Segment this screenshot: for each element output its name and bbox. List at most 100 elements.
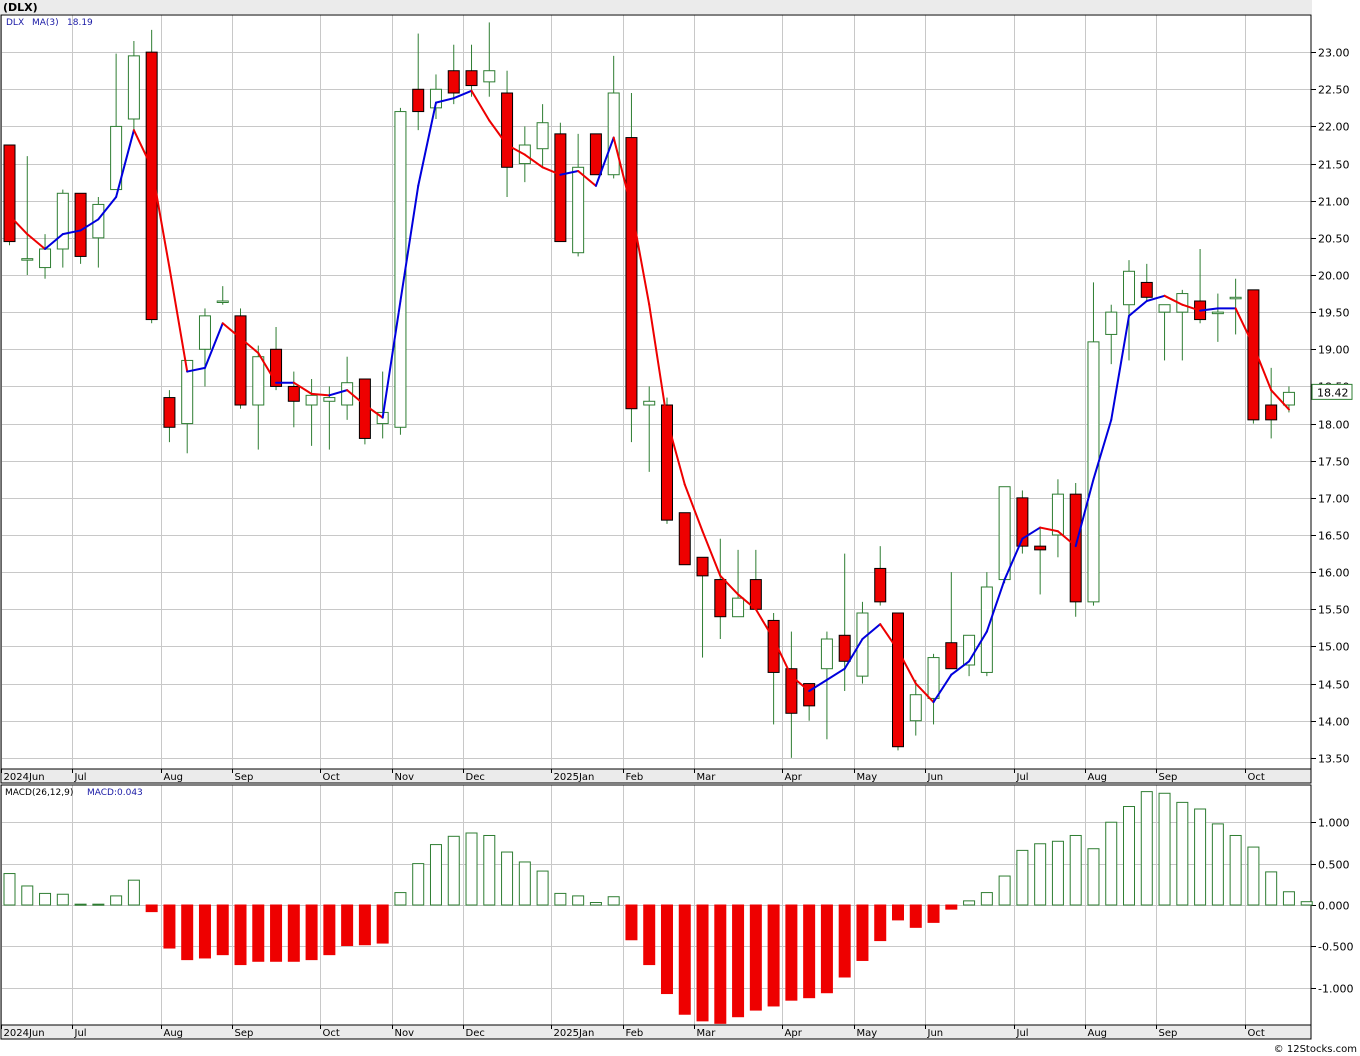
macd-bar-positive bbox=[1034, 843, 1047, 906]
macd-y-axis: 1.000 0.500 0.000 -0.500 -1.000 bbox=[1311, 817, 1353, 996]
candle-up bbox=[305, 394, 318, 406]
ma3-segment bbox=[914, 682, 935, 704]
macd-bar-positive bbox=[980, 892, 993, 906]
macd-bar-positive bbox=[110, 895, 123, 906]
candle-down bbox=[1247, 289, 1260, 421]
candle-up bbox=[1229, 296, 1242, 300]
candle-down bbox=[678, 512, 691, 566]
ma3-segment bbox=[1252, 344, 1273, 392]
candle-down bbox=[501, 92, 514, 168]
candle-down bbox=[1034, 545, 1047, 551]
candle-up bbox=[39, 248, 52, 269]
ma3-segment bbox=[897, 649, 917, 685]
price-x-band bbox=[0, 768, 1312, 784]
ma3-segment bbox=[1021, 526, 1042, 540]
ma3-segment bbox=[1110, 314, 1131, 421]
macd-ytick-label: -0.500 bbox=[1318, 941, 1353, 954]
macd-bar-positive bbox=[963, 900, 976, 906]
ma3-segment bbox=[506, 144, 526, 156]
macd-bar-positive bbox=[1282, 891, 1295, 906]
macd-bar-positive bbox=[1211, 823, 1224, 906]
last-price-tag bbox=[1311, 383, 1353, 400]
candle-up bbox=[1105, 311, 1118, 335]
macd-bar-negative bbox=[252, 904, 265, 962]
ma3-segment bbox=[577, 170, 597, 187]
candle-down bbox=[1016, 497, 1029, 547]
candle-down bbox=[1140, 281, 1153, 298]
candle-up bbox=[394, 111, 407, 428]
legend-symbol: DLX bbox=[6, 18, 24, 28]
ma3-segment bbox=[310, 392, 331, 397]
candle-down bbox=[412, 88, 425, 113]
ma3-segment bbox=[168, 266, 189, 373]
ma3-segment bbox=[470, 89, 491, 122]
price-x-label: 2025Jan bbox=[554, 772, 595, 783]
macd-bar-negative bbox=[749, 904, 762, 1011]
macd-bar-positive bbox=[1123, 806, 1136, 906]
macd-x-label: Mar bbox=[697, 1028, 717, 1039]
candle-up bbox=[1051, 493, 1064, 536]
ma3-segment bbox=[292, 381, 313, 395]
macd-bar-negative bbox=[181, 904, 194, 961]
ma3-segment bbox=[434, 97, 455, 104]
price-x-label: Dec bbox=[466, 772, 485, 783]
macd-bar-negative bbox=[323, 904, 336, 956]
macd-x-label: Aug bbox=[164, 1028, 184, 1039]
macd-bar-negative bbox=[625, 904, 638, 941]
ma3-segment bbox=[8, 214, 29, 236]
candle-down bbox=[696, 556, 709, 577]
macd-x-label: Jul bbox=[1016, 1028, 1029, 1039]
macd-bar-negative bbox=[305, 904, 318, 961]
candle-up bbox=[643, 400, 656, 406]
candle-up bbox=[216, 300, 229, 303]
macd-bar-positive bbox=[607, 896, 620, 906]
macd-x-label: Oct bbox=[1248, 1028, 1265, 1039]
macd-x-label: Jul bbox=[74, 1028, 87, 1039]
ma3-segment bbox=[186, 366, 206, 373]
candle-up bbox=[483, 70, 496, 83]
candle-down bbox=[287, 385, 300, 402]
price-x-label: Feb bbox=[626, 772, 644, 783]
candle-up bbox=[56, 192, 69, 250]
ma3-segment bbox=[115, 129, 135, 198]
ma3-segment bbox=[861, 623, 882, 640]
ma3-segment bbox=[1234, 307, 1255, 347]
candle-up bbox=[1158, 304, 1171, 313]
macd-ytick-label: 0.000 bbox=[1318, 900, 1350, 913]
macd-bar-positive bbox=[554, 892, 567, 906]
macd-bar-positive bbox=[1229, 834, 1242, 906]
ma3-segment bbox=[648, 303, 668, 421]
ma3-segment bbox=[1056, 530, 1077, 548]
macd-x-label: May bbox=[857, 1028, 878, 1039]
ma3-segment bbox=[772, 638, 793, 678]
price-x-label: Jun bbox=[927, 772, 944, 783]
ma3-segment bbox=[630, 207, 651, 306]
candle-down bbox=[838, 634, 851, 662]
ma3-segment bbox=[968, 630, 988, 663]
ma3-segment bbox=[950, 660, 971, 676]
macd-bar-positive bbox=[429, 844, 442, 906]
macd-x-label: Feb bbox=[626, 1028, 644, 1039]
price-ytick-label: 20.00 bbox=[1318, 270, 1350, 283]
ma3-segment bbox=[363, 404, 384, 419]
macd-bar-positive bbox=[3, 873, 16, 906]
candle-up bbox=[198, 315, 211, 350]
ma3-segment bbox=[719, 574, 740, 596]
macd-bar-positive bbox=[483, 834, 496, 906]
macd-bar-positive bbox=[92, 903, 105, 906]
ma3-segment bbox=[1039, 526, 1059, 533]
price-ytick-label: 22.50 bbox=[1318, 84, 1350, 97]
candle-up bbox=[110, 125, 123, 191]
macd-bar-negative bbox=[785, 904, 798, 1001]
ma3-segment bbox=[79, 218, 100, 232]
price-x-label: Jul bbox=[74, 772, 87, 783]
ma3-segment bbox=[26, 233, 47, 250]
macd-bar-positive bbox=[127, 879, 140, 906]
candlesticks bbox=[3, 22, 1295, 758]
price-x-label: May bbox=[857, 772, 878, 783]
ma3-segment bbox=[417, 101, 437, 187]
ma3-segment bbox=[328, 389, 349, 397]
candle-up bbox=[429, 88, 442, 109]
ma3-segment bbox=[754, 608, 775, 640]
candle-down bbox=[1265, 404, 1278, 421]
